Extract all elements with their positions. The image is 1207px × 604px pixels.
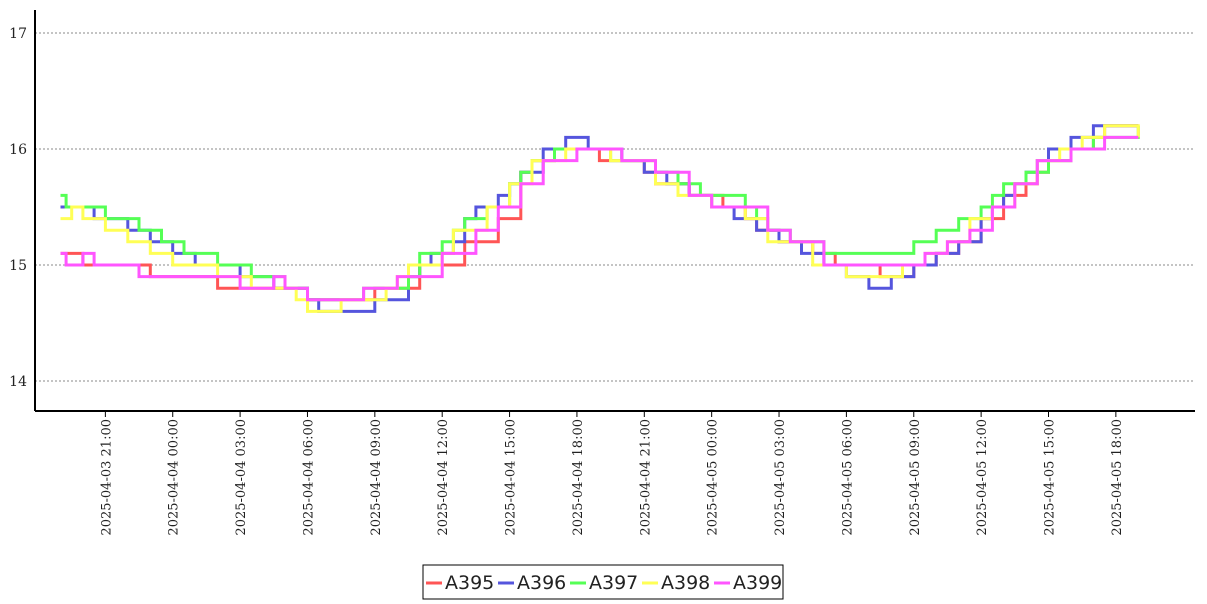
y-tick-label: 16: [9, 142, 27, 158]
x-tick-label: 2025-04-04 00:00: [167, 419, 182, 536]
x-tick-label: 2025-04-03 21:00: [99, 419, 114, 536]
x-tick-label: 2025-04-04 03:00: [234, 419, 249, 536]
x-tick-label: 2025-04-05 12:00: [975, 419, 990, 536]
axes-layer: 14 15 16 17 2025-04-03 21:00 2025-04-04 00:00…: [9, 10, 1195, 536]
legend-label: A399: [733, 572, 782, 594]
y-tick-label: 17: [9, 26, 27, 42]
series-line-A395: [60, 124, 1139, 302]
series-line-A399: [60, 135, 1139, 302]
x-tick-label: 2025-04-04 12:00: [436, 419, 451, 536]
x-tick-label: 2025-04-04 18:00: [571, 419, 586, 536]
legend-label: A395: [445, 572, 494, 594]
grid-layer: [35, 32, 1195, 382]
x-tick-label: 2025-04-05 18:00: [1110, 419, 1125, 536]
legend-label: A398: [661, 572, 710, 594]
x-tick-label: 2025-04-05 09:00: [908, 419, 923, 536]
y-tick-label: 14: [9, 374, 27, 390]
x-tick-label: 2025-04-05 00:00: [706, 419, 721, 536]
y-tick-label: 15: [9, 258, 27, 274]
x-tick-label: 2025-04-04 06:00: [301, 419, 316, 536]
x-tick-label: 2025-04-04 09:00: [369, 419, 384, 536]
x-tick-label: 2025-04-05 03:00: [773, 419, 788, 536]
series-layer: [60, 124, 1140, 313]
legend-label: A396: [517, 572, 566, 594]
x-tick-label: 2025-04-05 15:00: [1042, 419, 1057, 536]
legend-label: A397: [589, 572, 638, 594]
x-tick-label: 2025-04-04 21:00: [638, 419, 653, 536]
legend: A395 A396 A397 A398 A399: [422, 564, 784, 600]
x-tick-label: 2025-04-04 15:00: [504, 419, 519, 536]
x-tick-label: 2025-04-05 06:00: [840, 419, 855, 536]
